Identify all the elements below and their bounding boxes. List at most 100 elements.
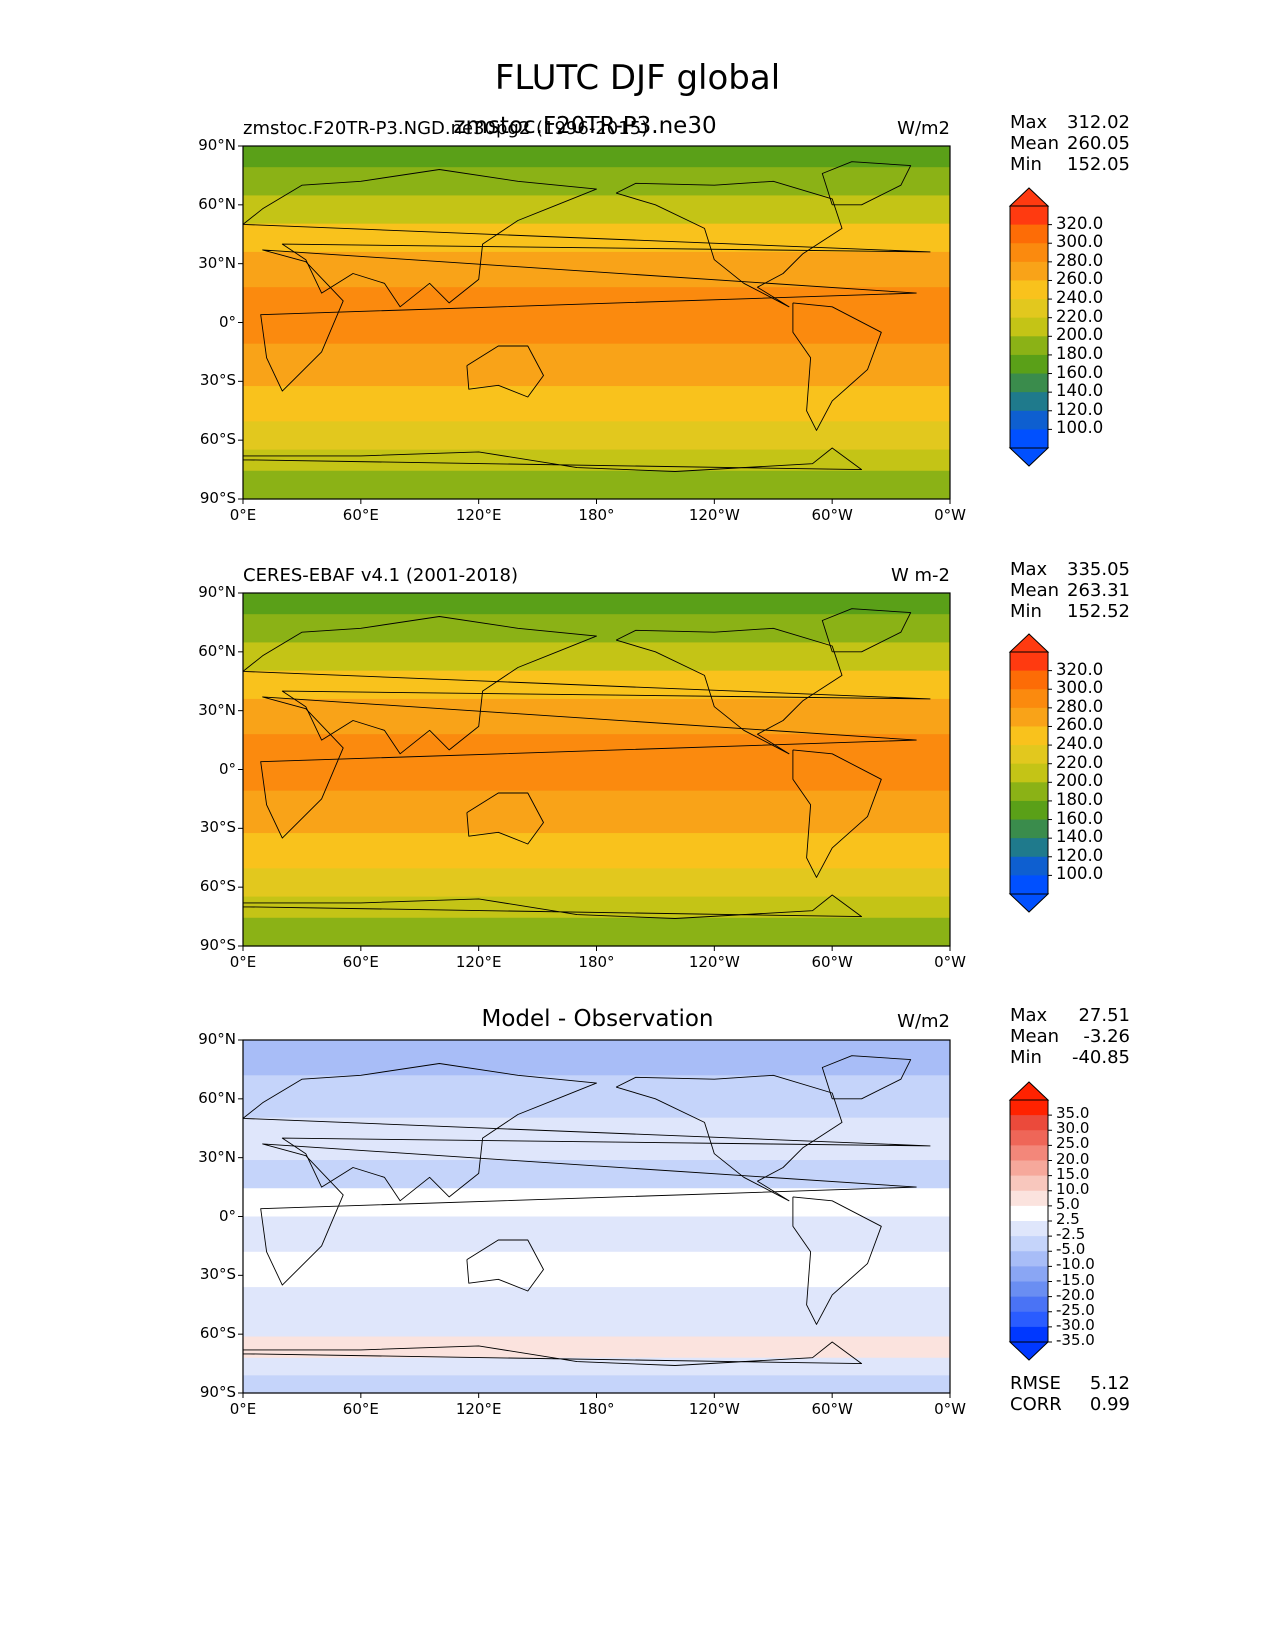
colorbar-tick-label-0-2: 280.0	[1056, 250, 1104, 270]
colorbar-tick-label-2-9: -5.0	[1056, 1240, 1086, 1259]
colorbar-bin-1-7	[1010, 782, 1048, 802]
lon-tick-label-2-4: 120°W	[688, 1400, 740, 1418]
colorbar-tick-label-1-6: 200.0	[1056, 771, 1104, 791]
lon-tick-label-0-0: 0°E	[229, 506, 257, 524]
lat-tick-label-0-4: 30°S	[199, 371, 236, 390]
colorbar-tick-label-2-12: -20.0	[1056, 1285, 1095, 1304]
colorbar-tick-label-0-10: 120.0	[1056, 399, 1104, 419]
stat-value-max-3: 27.51	[1078, 1005, 1130, 1026]
coastline-2-0	[260, 1143, 917, 1286]
colorbar-bin-2-15	[1010, 1326, 1048, 1343]
colorbar-bin-1-3	[1010, 707, 1048, 727]
lat-tick-label-0-6: 90°S	[199, 489, 236, 507]
stat-value-max-2: 335.05	[1067, 559, 1130, 580]
lat-tick-label-1-5: 60°S	[199, 877, 236, 896]
coastline-2-3	[615, 1074, 843, 1202]
colorbar-extend-min-1	[1008, 893, 1050, 913]
stat-label-mean-3: Mean	[1010, 1026, 1060, 1047]
lat-tick-label-1-2: 30°N	[198, 700, 236, 719]
coastline-0-5	[821, 161, 912, 206]
colorbar-tick-label-2-2: 25.0	[1056, 1134, 1090, 1153]
coastline-2-5	[821, 1055, 912, 1100]
colorbar-tick-label-2-8: -2.5	[1056, 1225, 1086, 1244]
colorbar-bin-2-4	[1010, 1160, 1048, 1177]
colorbar-frame-1	[1009, 651, 1049, 895]
map-band-0-5	[243, 287, 950, 345]
panel-test-units: W/m2	[897, 118, 950, 139]
lon-tick-label-0-1: 60°E	[342, 506, 379, 524]
colorbar-tick-label-1-11: 100.0	[1056, 864, 1104, 884]
colorbar-bin-1-4	[1010, 726, 1048, 746]
lat-tick-label-2-4: 30°S	[199, 1265, 236, 1284]
stat-label-max-3: Max	[1010, 1005, 1048, 1026]
lat-tick-label-0-0: 90°N	[198, 136, 236, 154]
colorbar-bin-2-1	[1010, 1115, 1048, 1131]
map-band-2-1	[243, 1075, 950, 1119]
colorbar-tick-label-2-5: 10.0	[1056, 1179, 1090, 1198]
colorbar-bin-2-5	[1010, 1175, 1048, 1192]
map-band-1-7	[243, 833, 950, 869]
lat-tick-label-0-2: 30°N	[198, 253, 236, 272]
lon-tick-label-1-3: 180°	[578, 953, 615, 971]
lon-tick-label-1-2: 120°E	[455, 953, 502, 971]
colorbar-tick-label-1-9: 140.0	[1056, 827, 1104, 847]
coastline-1-5	[821, 608, 912, 653]
lon-tick-label-0-4: 120°W	[688, 506, 740, 524]
colorbar-tick-label-0-11: 100.0	[1056, 418, 1104, 438]
lon-tick-label-1-0: 0°E	[229, 953, 257, 971]
colorbar-tick-label-2-11: -15.0	[1056, 1270, 1095, 1289]
colorbar-frame-0	[1009, 205, 1049, 449]
figure-title: FLUTC DJF global	[494, 58, 781, 98]
colorbar-tick-label-2-14: -30.0	[1056, 1315, 1095, 1334]
map-band-2-7	[243, 1287, 950, 1338]
map-band-0-0	[243, 146, 950, 168]
lon-tick-label-0-3: 180°	[578, 506, 615, 524]
colorbar-extend-min-2	[1008, 1341, 1050, 1361]
lat-tick-label-2-2: 30°N	[198, 1147, 236, 1166]
colorbar-tick-label-0-5: 220.0	[1056, 306, 1104, 326]
lat-tick-label-2-0: 90°N	[198, 1030, 236, 1048]
colorbar-bin-0-8	[1010, 354, 1048, 375]
map-band-2-0	[243, 1040, 950, 1076]
colorbar-tick-label-0-9: 140.0	[1056, 381, 1104, 401]
colorbar-bin-1-1	[1010, 670, 1048, 690]
lat-tick-label-0-5: 60°S	[199, 430, 236, 449]
stat-label-mean-2: Mean	[1010, 580, 1060, 601]
map-band-2-6	[243, 1251, 950, 1288]
colorbar-bin-1-0	[1010, 652, 1048, 672]
stat-label-max-1: Max	[1010, 112, 1048, 133]
colorbar-bin-1-2	[1010, 689, 1048, 709]
panel-test-case-title: zmstoc.F20TR-P3.ne30	[453, 113, 717, 139]
colorbar-bin-2-13	[1010, 1296, 1048, 1313]
lat-tick-label-2-3: 0°	[218, 1206, 236, 1225]
coastline-1-0	[260, 696, 917, 839]
map-band-1-0	[243, 593, 950, 615]
colorbar-bin-1-5	[1010, 745, 1048, 765]
colorbar-tick-label-2-4: 15.0	[1056, 1164, 1090, 1183]
colorbar-tick-label-2-6: 5.0	[1056, 1194, 1080, 1213]
map-band-0-4	[243, 251, 950, 288]
panel-diff-title: Model - Observation	[481, 1006, 714, 1032]
colorbar-bin-2-14	[1010, 1311, 1048, 1328]
colorbar-tick-label-1-7: 180.0	[1056, 789, 1104, 809]
lat-tick-label-1-0: 90°N	[198, 583, 236, 601]
lon-tick-label-2-1: 60°E	[342, 1400, 379, 1418]
lat-tick-label-0-3: 0°	[218, 312, 236, 331]
colorbar-tick-label-1-8: 160.0	[1056, 808, 1104, 828]
coastline-0-4	[792, 302, 882, 431]
colorbar-bin-2-12	[1010, 1281, 1048, 1298]
colorbar-tick-label-1-1: 300.0	[1056, 678, 1104, 698]
lon-tick-label-0-2: 120°E	[455, 506, 502, 524]
stat-label-min-1: Min	[1010, 154, 1042, 175]
colorbar-bin-1-11	[1010, 856, 1048, 876]
lon-tick-label-2-5: 60°W	[811, 1400, 853, 1418]
colorbar-bin-0-6	[1010, 317, 1048, 337]
lat-tick-label-1-6: 90°S	[199, 936, 236, 954]
map-band-0-10	[243, 470, 950, 500]
stat-label-corr: CORR	[1010, 1394, 1062, 1415]
colorbar-bin-2-9	[1010, 1236, 1048, 1252]
map-band-0-6	[243, 343, 950, 387]
lon-tick-label-2-3: 180°	[578, 1400, 615, 1418]
lon-tick-label-2-6: 0°W	[934, 1400, 966, 1418]
